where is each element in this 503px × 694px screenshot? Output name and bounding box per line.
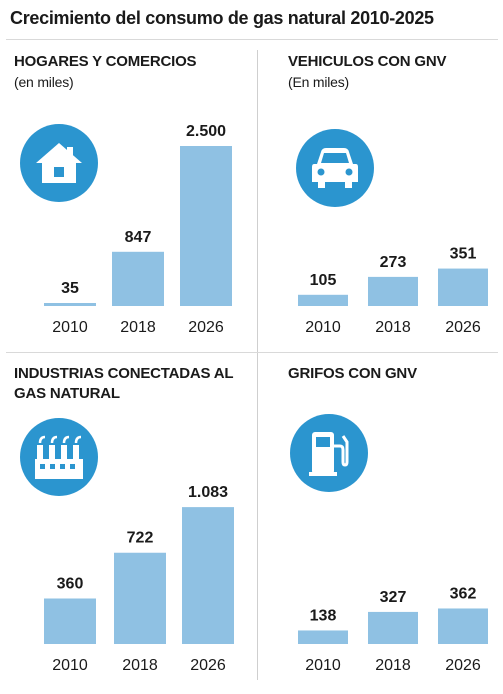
bar-2026 <box>438 268 488 306</box>
panel-industrias: INDUSTRIAS CONECTADAS AL GAS NATURAL 360… <box>14 364 254 674</box>
panel-grifos: GRIFOS CON GNV 138 2010 327 2018 362 2026 <box>288 364 503 674</box>
value-label-2018: 273 <box>380 254 407 271</box>
x-tick-label-2018: 2018 <box>375 319 411 336</box>
house-icon <box>20 124 98 202</box>
value-label-2026: 362 <box>450 585 477 602</box>
car-icon <box>296 129 374 207</box>
value-label-2018: 722 <box>127 530 154 547</box>
bar-2018 <box>114 552 166 644</box>
x-tick-label-2026: 2026 <box>445 657 481 674</box>
value-label-2026: 1.083 <box>188 484 228 501</box>
value-label-2018: 847 <box>125 229 152 246</box>
chart-grifos: 138 2010 327 2018 362 2026 <box>298 585 488 674</box>
panel-unit: (en miles) <box>14 74 74 90</box>
chart-vehiculos: 105 2010 273 2018 351 2026 <box>298 246 488 336</box>
x-tick-label-2010: 2010 <box>305 319 341 336</box>
bar-2018 <box>112 251 164 306</box>
panel-title-text: VEHICULOS CON GNV <box>288 53 447 70</box>
panel-title: VEHICULOS CON GNV (En miles) <box>288 52 503 93</box>
value-label-2026: 2.500 <box>186 123 226 140</box>
bar-2026 <box>438 608 488 644</box>
x-tick-label-2026: 2026 <box>188 319 224 336</box>
panel-title: HOGARES Y COMERCIOS (en miles) <box>14 52 249 93</box>
value-label-2010: 360 <box>57 575 84 592</box>
chart-title: Crecimiento del consumo de gas natural 2… <box>10 8 434 28</box>
vertical-divider <box>257 50 258 680</box>
value-label-2010: 35 <box>61 280 79 297</box>
bar-2010 <box>298 294 348 306</box>
x-tick-label-2026: 2026 <box>190 657 226 674</box>
x-tick-label-2018: 2018 <box>120 319 156 336</box>
panel-hogares: HOGARES Y COMERCIOS (en miles) 35 2010 847… <box>14 52 254 352</box>
value-label-2010: 105 <box>310 272 337 289</box>
panel-vehiculos: VEHICULOS CON GNV (En miles) 105 2010 273 2… <box>288 52 503 352</box>
x-tick-label-2010: 2010 <box>305 657 341 674</box>
chart-hogares: 35 2010 847 2018 2.500 2026 <box>44 123 232 336</box>
bar-2010 <box>44 598 96 644</box>
x-tick-label-2026: 2026 <box>445 319 481 336</box>
chart-industrias: 360 2010 722 2018 1.083 2026 <box>44 484 234 674</box>
panel-unit: (En miles) <box>288 74 350 90</box>
bar-2018 <box>368 276 418 306</box>
title-divider <box>6 39 498 40</box>
x-tick-label-2010: 2010 <box>52 319 88 336</box>
bar-2010 <box>298 630 348 644</box>
panel-title: GRIFOS CON GNV <box>288 364 503 384</box>
panel-title-text: GRIFOS CON GNV <box>288 365 417 382</box>
bar-2026 <box>182 507 234 644</box>
x-tick-label-2010: 2010 <box>52 657 88 674</box>
value-label-2026: 351 <box>450 246 477 263</box>
panel-title-text: INDUSTRIAS CONECTADAS AL GAS NATURAL <box>14 365 234 402</box>
panel-title-text: HOGARES Y COMERCIOS <box>14 53 197 70</box>
bar-2018 <box>368 611 418 644</box>
x-tick-label-2018: 2018 <box>122 657 158 674</box>
factory-icon <box>20 418 98 496</box>
bar-2026 <box>180 146 232 306</box>
value-label-2018: 327 <box>380 589 407 606</box>
panel-title: INDUSTRIAS CONECTADAS AL GAS NATURAL <box>14 364 249 404</box>
bar-2010 <box>44 303 96 306</box>
x-tick-label-2018: 2018 <box>375 657 411 674</box>
middle-divider <box>6 352 498 353</box>
value-label-2010: 138 <box>310 607 337 624</box>
fuel-pump-icon <box>290 414 368 492</box>
